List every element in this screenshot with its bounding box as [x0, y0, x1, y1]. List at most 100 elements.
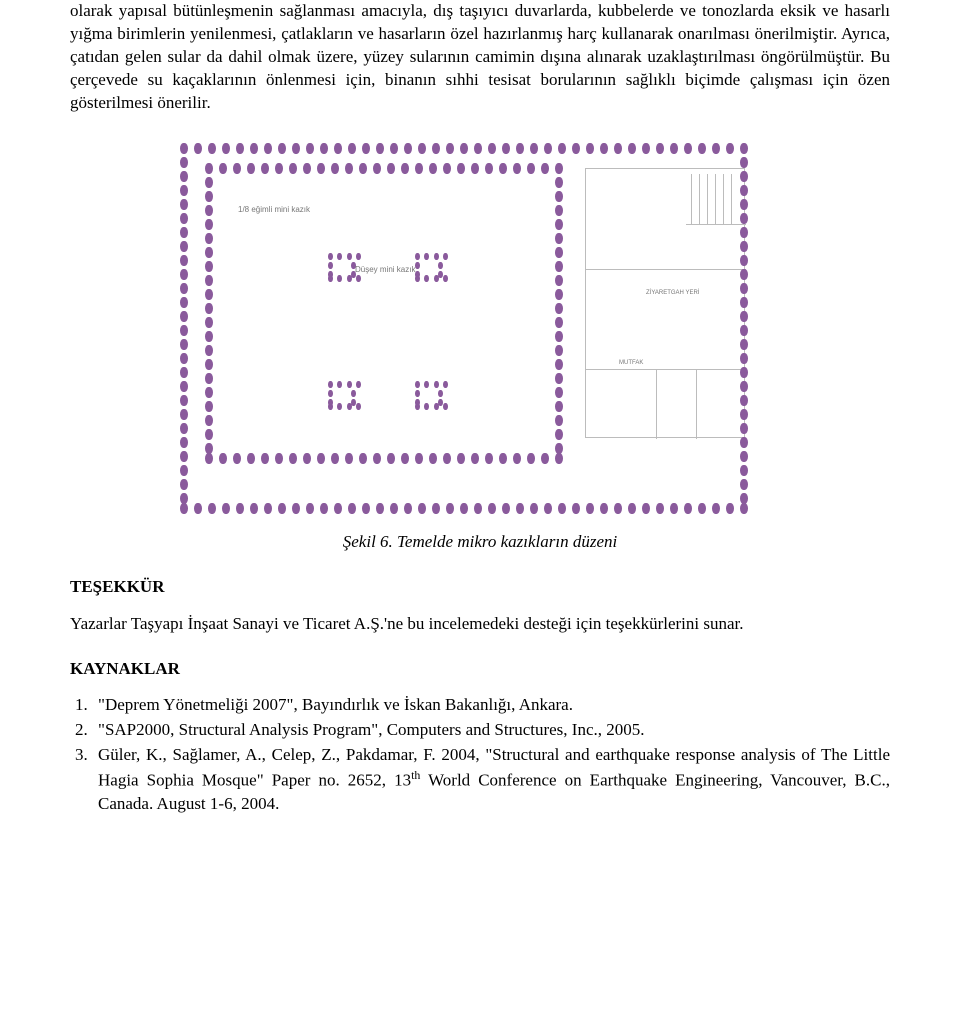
pile-dot — [222, 503, 230, 514]
pile-dot — [432, 503, 440, 514]
pile-dot — [740, 269, 748, 280]
angled-pile-label: 1/8 eğimli mini kazık — [238, 205, 310, 216]
pile-dot — [264, 143, 272, 154]
pile-dot — [555, 443, 563, 454]
pile-dot — [558, 503, 566, 514]
pile-dot — [432, 143, 440, 154]
pile-dot — [555, 191, 563, 202]
references-list: "Deprem Yönetmeliği 2007", Bayındırlık v… — [70, 694, 890, 815]
pile-dot — [555, 453, 563, 464]
pile-dot — [180, 395, 188, 406]
pile-dot — [740, 311, 748, 322]
pile-dot — [180, 409, 188, 420]
reference-item: "SAP2000, Structural Analysis Program", … — [92, 719, 890, 742]
pile-dot — [555, 429, 563, 440]
pile-dot — [418, 503, 426, 514]
pile-dot — [205, 177, 213, 188]
pile-dot — [485, 453, 493, 464]
pile-dot — [698, 503, 706, 514]
pile-dot — [740, 465, 748, 476]
pile-dot — [429, 453, 437, 464]
pile-dot — [740, 409, 748, 420]
pile-dot — [219, 163, 227, 174]
pile-dot — [555, 289, 563, 300]
pile-dot — [740, 503, 748, 514]
pile-dot — [586, 503, 594, 514]
pile-dot — [373, 453, 381, 464]
pile-dot — [194, 503, 202, 514]
pile-dot — [334, 503, 342, 514]
pile-dot — [712, 503, 720, 514]
floorplan-wall — [731, 174, 732, 224]
pile-dot — [474, 503, 482, 514]
pile-dot — [516, 503, 524, 514]
pile-dot — [180, 367, 188, 378]
pile-dot — [180, 325, 188, 336]
pile-dot — [740, 213, 748, 224]
pile-dot — [247, 163, 255, 174]
figure-caption: Şekil 6. Temelde mikro kazıkların düzeni — [70, 531, 890, 554]
pile-dot — [205, 247, 213, 258]
pile-dot — [684, 503, 692, 514]
pile-dot — [303, 453, 311, 464]
pile-dot — [502, 503, 510, 514]
pile-dot — [205, 331, 213, 342]
pile-dot — [205, 233, 213, 244]
pile-dot — [460, 143, 468, 154]
reference-item: "Deprem Yönetmeliği 2007", Bayındırlık v… — [92, 694, 890, 717]
pile-dot — [485, 163, 493, 174]
pile-dot — [555, 401, 563, 412]
pile-dot — [460, 503, 468, 514]
pile-dot — [390, 143, 398, 154]
pile-dot — [359, 453, 367, 464]
pile-dot — [376, 503, 384, 514]
pile-dot — [513, 163, 521, 174]
pile-dot — [180, 143, 188, 154]
pile-dot — [205, 261, 213, 272]
thanks-paragraph: Yazarlar Taşyapı İnşaat Sanayi ve Ticare… — [70, 613, 890, 636]
pile-dot — [740, 451, 748, 462]
reference-item: Güler, K., Sağlamer, A., Celep, Z., Pakd… — [92, 744, 890, 815]
pile-dot — [530, 143, 538, 154]
pile-dot — [205, 429, 213, 440]
pile-dot — [205, 415, 213, 426]
pile-dot — [292, 503, 300, 514]
pile-dot — [740, 339, 748, 350]
pile-dot — [527, 163, 535, 174]
floorplan-wall — [686, 224, 746, 225]
floorplan-wall — [656, 369, 657, 439]
pile-dot — [247, 453, 255, 464]
pile-dot — [250, 143, 258, 154]
pile-dot — [205, 163, 213, 174]
micropile-layout-diagram: ZİYARETGAH YERİMUTFAK 1/8 eğimli mini ka… — [170, 133, 790, 513]
pile-dot — [236, 503, 244, 514]
pile-dot — [740, 297, 748, 308]
pile-dot — [443, 163, 451, 174]
pile-dot — [474, 143, 482, 154]
pile-dot — [205, 373, 213, 384]
pile-dot — [401, 453, 409, 464]
pile-dot — [555, 247, 563, 258]
pile-dot — [740, 493, 748, 504]
pile-dot — [642, 503, 650, 514]
pile-dot — [205, 359, 213, 370]
pile-dot — [415, 453, 423, 464]
floorplan-wall — [586, 269, 746, 270]
pile-dot — [446, 503, 454, 514]
pile-dot — [345, 453, 353, 464]
pile-dot — [180, 493, 188, 504]
pile-dot — [698, 143, 706, 154]
pile-dot — [317, 163, 325, 174]
pile-dot — [502, 143, 510, 154]
pile-dot — [499, 163, 507, 174]
pile-dot — [348, 143, 356, 154]
pile-dot — [275, 163, 283, 174]
pile-dot — [289, 163, 297, 174]
pile-dot — [289, 453, 297, 464]
pile-dot — [740, 241, 748, 252]
pile-dot — [740, 185, 748, 196]
pile-dot — [404, 503, 412, 514]
pile-dot — [261, 163, 269, 174]
pile-dot — [306, 503, 314, 514]
pile-dot — [457, 163, 465, 174]
